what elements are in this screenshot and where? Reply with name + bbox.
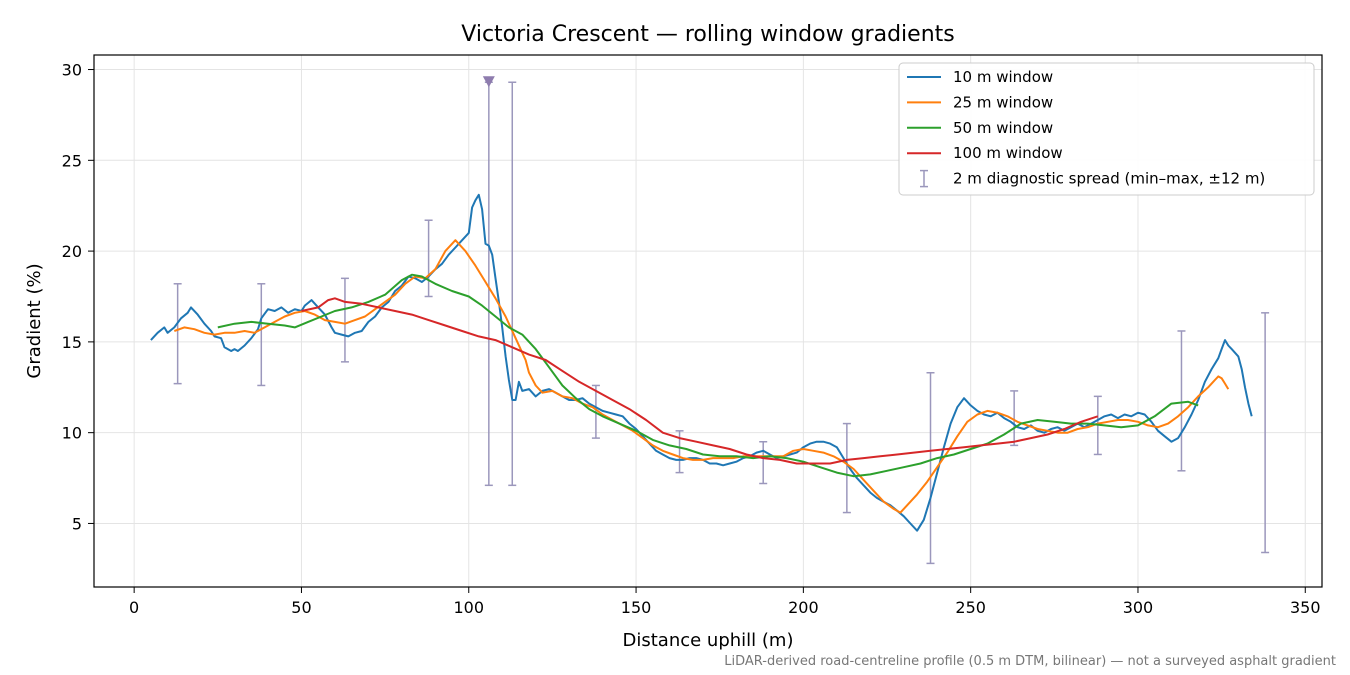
errorbar — [842, 422, 851, 514]
legend-label: 50 m window — [953, 119, 1053, 137]
legend-label: 10 m window — [953, 68, 1053, 86]
y-tick-label: 15 — [62, 333, 82, 352]
legend-label: 25 m window — [953, 93, 1053, 111]
errorbar — [759, 440, 768, 485]
errorbar — [257, 283, 266, 387]
legend-label: 100 m window — [953, 144, 1063, 162]
x-tick-label: 150 — [621, 598, 652, 617]
y-tick-label: 5 — [72, 514, 82, 533]
x-tick-label: 100 — [453, 598, 484, 617]
y-tick-label: 10 — [62, 424, 82, 443]
series-line-4 — [301, 297, 1099, 465]
plot-frame — [93, 54, 1323, 588]
clip-marker — [482, 76, 495, 88]
x-tick-label: 250 — [955, 598, 986, 617]
x-tick-label: 300 — [1123, 598, 1154, 617]
x-axis-label: Distance uphill (m) — [623, 630, 794, 651]
legend: 10 m window 25 m window 50 m window 100 m w… — [898, 62, 1315, 196]
legend-item: 50 m window — [907, 119, 1053, 137]
series-line-2 — [173, 239, 1230, 514]
legend-item: 10 m window — [907, 68, 1053, 86]
errorbar — [1261, 312, 1270, 554]
x-tick-label: 50 — [291, 598, 311, 617]
series-line-3 — [217, 273, 1199, 478]
clip-marker-layer — [482, 76, 495, 88]
errorbar — [173, 283, 182, 385]
series-layer — [150, 193, 1253, 532]
errorbar — [1177, 330, 1186, 472]
x-tick-label: 350 — [1290, 598, 1321, 617]
footnote: LiDAR-derived road-centreline profile (0… — [724, 654, 1336, 669]
legend-label: 2 m diagnostic spread (min–max, ±12 m) — [953, 170, 1265, 188]
errorbar — [340, 277, 349, 363]
x-tick-label: 200 — [788, 598, 819, 617]
legend-box — [898, 62, 1315, 196]
legend-item: 25 m window — [907, 93, 1053, 111]
errorbar — [926, 371, 935, 565]
errorbar — [508, 81, 517, 487]
legend-item: 2 m diagnostic spread (min–max, ±12 m) — [920, 170, 1265, 188]
errorbar — [424, 219, 433, 298]
y-tick-label: 30 — [62, 61, 82, 80]
chart-title: Victoria Crescent — rolling window gradi… — [461, 22, 954, 47]
y-tick-label: 25 — [62, 151, 82, 170]
axis-ticks: 0 50 100 150 200 250 300 350 5 10 15 20 25 30 — [62, 61, 1321, 617]
y-axis-label: Gradient (%) — [24, 263, 45, 378]
x-tick-label: 0 — [129, 598, 139, 617]
legend-item: 100 m window — [907, 144, 1063, 162]
errorbar — [1010, 390, 1019, 447]
y-tick-label: 20 — [62, 242, 82, 261]
